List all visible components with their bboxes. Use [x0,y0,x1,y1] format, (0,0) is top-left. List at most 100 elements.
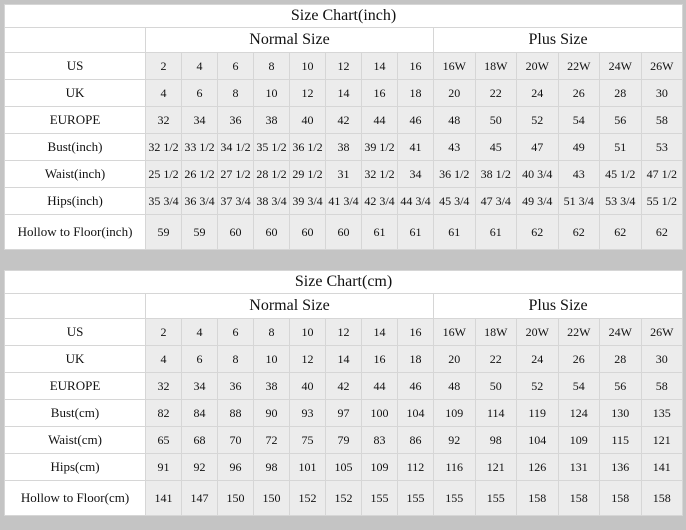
size-value: 44 3/4 [397,187,434,215]
size-value: 150 [253,480,290,516]
size-value: 24W [599,52,642,80]
size-value: 61 [361,214,398,250]
size-value: 34 [397,160,434,188]
size-value: 50 [474,372,517,400]
size-value: 93 [289,399,326,427]
size-value: 16 [361,79,398,107]
size-value: 119 [516,399,559,427]
size-value: 18 [397,79,434,107]
size-value: 109 [361,453,398,481]
size-value: 90 [253,399,290,427]
size-value: 152 [325,480,362,516]
size-value: 16 [397,318,434,346]
size-value: 135 [640,399,684,427]
size-value: 12 [289,345,326,373]
size-value: 41 [397,133,434,161]
size-value: 6 [217,318,254,346]
size-value: 155 [397,480,434,516]
size-value: 6 [217,52,254,80]
size-value: 16 [397,52,434,80]
size-value: 141 [145,480,182,516]
size-value: 60 [217,214,254,250]
size-value: 20W [516,318,559,346]
size-value: 28 [599,345,642,373]
size-value: 62 [557,214,600,250]
size-value: 86 [397,426,434,454]
row-label: EUROPE [4,106,146,134]
size-value: 130 [599,399,642,427]
row-label: Bust(inch) [4,133,146,161]
size-value: 20W [516,52,559,80]
size-value: 92 [181,453,218,481]
table-row: US 2 4 6 8 10 12 14 16 16W 18W 20W 22W 24W 26W [4,52,684,80]
size-value: 48 [433,106,476,134]
size-value: 42 [325,372,362,400]
table-row: Hollow to Floor(inch) 59 59 60 60 60 60 61 61 61 6… [4,214,684,250]
size-value: 35 1/2 [253,133,290,161]
size-value: 34 1/2 [217,133,254,161]
size-value: 38 [253,372,290,400]
size-value: 36 [217,372,254,400]
size-value: 51 3/4 [557,187,600,215]
size-value: 14 [361,318,398,346]
group-normal-size: Normal Size [145,27,434,53]
size-value: 32 1/2 [145,133,182,161]
size-value: 126 [516,453,559,481]
size-value: 45 3/4 [433,187,476,215]
size-value: 43 [557,160,600,188]
size-value: 24 [516,79,559,107]
size-value: 152 [289,480,326,516]
size-value: 62 [516,214,559,250]
size-value: 38 [253,106,290,134]
row-label: Hollow to Floor(inch) [4,214,146,250]
size-value: 18W [474,52,517,80]
size-value: 58 [640,372,684,400]
size-value: 34 [181,106,218,134]
size-value: 56 [599,106,642,134]
size-value: 14 [361,52,398,80]
size-value: 101 [289,453,326,481]
row-label: Waist(inch) [4,160,146,188]
size-value: 40 [289,372,326,400]
size-value: 36 1/2 [289,133,326,161]
size-value: 32 1/2 [361,160,398,188]
size-value: 10 [253,345,290,373]
size-value: 37 3/4 [217,187,254,215]
table-row: Bust(inch) 32 1/2 33 1/2 34 1/2 35 1/2 36 1/2… [4,133,684,161]
size-value: 24W [599,318,642,346]
size-value: 158 [640,480,684,516]
size-value: 28 [599,79,642,107]
size-value: 44 [361,106,398,134]
size-value: 56 [599,372,642,400]
size-value: 155 [361,480,398,516]
size-value: 16W [433,52,476,80]
chart-title: Size Chart(cm) [3,270,684,294]
size-value: 28 1/2 [253,160,290,188]
size-value: 60 [289,214,326,250]
size-value: 34 [181,372,218,400]
size-value: 158 [516,480,559,516]
size-value: 141 [640,453,684,481]
size-value: 22W [557,318,600,346]
table-row: Hollow to Floor(cm) 141 147 150 150 152 152 155… [4,480,684,516]
size-value: 18W [474,318,517,346]
size-value: 62 [640,214,684,250]
size-value: 38 3/4 [253,187,290,215]
size-value: 4 [181,52,218,80]
size-value: 42 3/4 [361,187,398,215]
size-value: 49 [557,133,600,161]
table-row: Waist(inch) 25 1/2 26 1/2 27 1/2 28 1/2 29 1/… [4,160,684,188]
size-value: 121 [640,426,684,454]
size-value: 45 [474,133,517,161]
table-row: UK 4 6 8 10 12 14 16 18 20 22 24 26 28 30 [4,79,684,107]
size-value: 24 [516,345,559,373]
table-row: Hips(inch) 35 3/4 36 3/4 37 3/4 38 3/4 39 3/4… [4,187,684,215]
size-value: 75 [289,426,326,454]
size-value: 83 [361,426,398,454]
size-value: 91 [145,453,182,481]
size-value: 14 [325,79,362,107]
size-value: 104 [516,426,559,454]
group-plus-size: Plus Size [432,293,684,319]
size-value: 45 1/2 [599,160,642,188]
size-value: 84 [181,399,218,427]
